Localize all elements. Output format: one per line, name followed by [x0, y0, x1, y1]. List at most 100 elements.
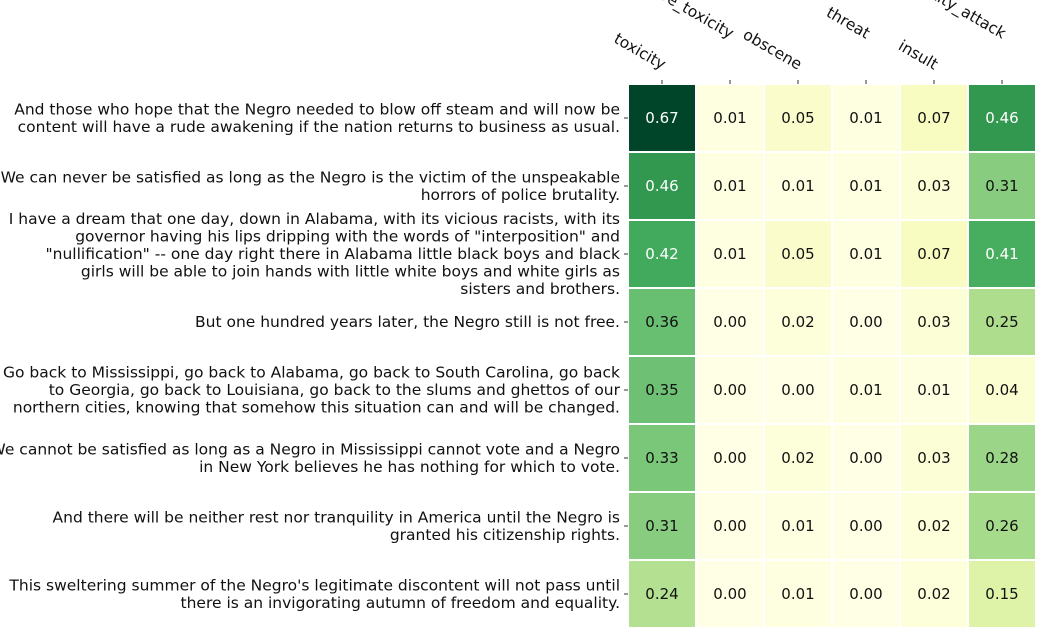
- cell-value-label: 0.04: [985, 381, 1018, 399]
- heatmap-cell-obscene: [765, 153, 831, 219]
- column-label-insult: insult: [895, 37, 941, 74]
- row-label-line: there is an invigorating autumn of freed…: [181, 594, 620, 612]
- heatmap-cell-insult: [901, 425, 967, 491]
- cell-value-label: 0.41: [985, 245, 1018, 263]
- cell-value-label: 0.02: [917, 517, 950, 535]
- cell-value-label: 0.33: [645, 449, 678, 467]
- cell-value-label: 0.01: [849, 381, 882, 399]
- heatmap-cell-threat: [833, 85, 899, 151]
- cell-value-label: 0.00: [713, 313, 746, 331]
- cell-value-label: 0.07: [917, 109, 950, 127]
- heatmap-cell-obscene: [765, 493, 831, 559]
- cell-value-label: 0.02: [781, 313, 814, 331]
- column-label-identity-attack: identity_attack: [899, 0, 1009, 43]
- cell-value-label: 0.05: [781, 109, 814, 127]
- heatmap-cell-obscene: [765, 221, 831, 287]
- row-label-line: Go back to Mississippi, go back to Alaba…: [3, 364, 620, 382]
- heatmap-cell-obscene: [765, 561, 831, 627]
- heatmap-cell-identity-attack: [969, 357, 1035, 423]
- cell-value-label: 0.02: [781, 449, 814, 467]
- cell-value-label: 0.31: [985, 177, 1018, 195]
- row-label-line: We can never be satisfied as long as the…: [1, 168, 620, 186]
- heatmap-cell-threat: [833, 425, 899, 491]
- row-label-line: sisters and brothers.: [460, 280, 620, 298]
- cell-value-label: 0.03: [917, 177, 950, 195]
- cell-value-label: 0.46: [985, 109, 1018, 127]
- cell-value-label: 0.01: [713, 177, 746, 195]
- heatmap-cell-insult: [901, 85, 967, 151]
- row-label-line: content will have a rude awakening if th…: [18, 118, 620, 136]
- heatmap-cell-identity-attack: [969, 153, 1035, 219]
- row-label-line: governor having his lips dripping with t…: [75, 228, 620, 246]
- row-label: I have a dream that one day, down in Ala…: [9, 210, 620, 298]
- cell-value-label: 0.00: [713, 585, 746, 603]
- heatmap-cell-identity-attack: [969, 289, 1035, 355]
- row-label-line: And there will be neither rest nor tranq…: [53, 508, 620, 526]
- heatmap-cell-obscene: [765, 85, 831, 151]
- heatmap-cell-toxicity: [629, 493, 695, 559]
- heatmap-cell-threat: [833, 357, 899, 423]
- cell-value-label: 0.01: [713, 245, 746, 263]
- cell-value-label: 0.00: [849, 449, 882, 467]
- heatmap-cell-identity-attack: [969, 425, 1035, 491]
- row-label: But one hundred years later, the Negro s…: [195, 313, 620, 331]
- row-label-line: And those who hope that the Negro needed…: [14, 100, 620, 118]
- heatmap-cell-obscene: [765, 357, 831, 423]
- row-label-line: northern cities, knowing that somehow th…: [13, 399, 620, 417]
- heatmap-cell-severe-toxicity: [697, 493, 763, 559]
- cell-value-label: 0.00: [713, 449, 746, 467]
- heatmap-cell-severe-toxicity: [697, 561, 763, 627]
- column-label-obscene: obscene: [740, 25, 805, 73]
- cell-value-label: 0.46: [645, 177, 678, 195]
- heatmap-cell-insult: [901, 493, 967, 559]
- heatmap-cell-toxicity: [629, 289, 695, 355]
- cell-value-label: 0.15: [985, 585, 1018, 603]
- cell-value-label: 0.25: [985, 313, 1018, 331]
- heatmap-cell-threat: [833, 153, 899, 219]
- cell-value-label: 0.26: [985, 517, 1018, 535]
- heatmap-cell-severe-toxicity: [697, 221, 763, 287]
- heatmap-cell-severe-toxicity: [697, 289, 763, 355]
- row-label: Go back to Mississippi, go back to Alaba…: [3, 364, 621, 417]
- cell-value-label: 0.07: [917, 245, 950, 263]
- heatmap-cell-identity-attack: [969, 493, 1035, 559]
- cell-value-label: 0.67: [645, 109, 678, 127]
- row-label-line: We cannot be satisfied as long as a Negr…: [0, 440, 620, 458]
- row-label: This sweltering summer of the Negro's le…: [8, 576, 620, 612]
- row-label-line: I have a dream that one day, down in Ala…: [9, 210, 620, 228]
- heatmap-cell-insult: [901, 289, 967, 355]
- cell-value-label: 0.01: [781, 177, 814, 195]
- heatmap-cell-toxicity: [629, 357, 695, 423]
- row-label-line: But one hundred years later, the Negro s…: [195, 313, 620, 331]
- row-label-line: horrors of police brutality.: [421, 186, 620, 204]
- row-label: We can never be satisfied as long as the…: [1, 168, 620, 204]
- cell-value-label: 0.05: [781, 245, 814, 263]
- heatmap-cell-toxicity: [629, 425, 695, 491]
- cell-value-label: 0.00: [713, 517, 746, 535]
- heatmap-cell-obscene: [765, 289, 831, 355]
- heatmap-cell-insult: [901, 221, 967, 287]
- row-label-line: "nullification" -- one day right there i…: [46, 245, 621, 263]
- heatmap-cell-identity-attack: [969, 221, 1035, 287]
- row-label-line: girls will be able to join hands with li…: [81, 263, 620, 281]
- heatmap-cell-insult: [901, 561, 967, 627]
- heatmap-cell-threat: [833, 493, 899, 559]
- heatmap-cell-insult: [901, 357, 967, 423]
- cell-value-label: 0.03: [917, 449, 950, 467]
- heatmap-cell-severe-toxicity: [697, 425, 763, 491]
- heatmap-cell-toxicity: [629, 153, 695, 219]
- cell-value-label: 0.01: [781, 585, 814, 603]
- heatmap-cell-toxicity: [629, 85, 695, 151]
- heatmap-cell-threat: [833, 561, 899, 627]
- cell-value-label: 0.01: [917, 381, 950, 399]
- cell-value-label: 0.28: [985, 449, 1018, 467]
- row-label-line: granted his citizenship rights.: [390, 526, 620, 544]
- cell-value-label: 0.02: [917, 585, 950, 603]
- row-label: We cannot be satisfied as long as a Negr…: [0, 440, 620, 476]
- row-label-line: This sweltering summer of the Negro's le…: [8, 576, 620, 594]
- heatmap-cell-toxicity: [629, 561, 695, 627]
- heatmap-cell-severe-toxicity: [697, 85, 763, 151]
- cell-value-label: 0.00: [781, 381, 814, 399]
- heatmap-cell-obscene: [765, 425, 831, 491]
